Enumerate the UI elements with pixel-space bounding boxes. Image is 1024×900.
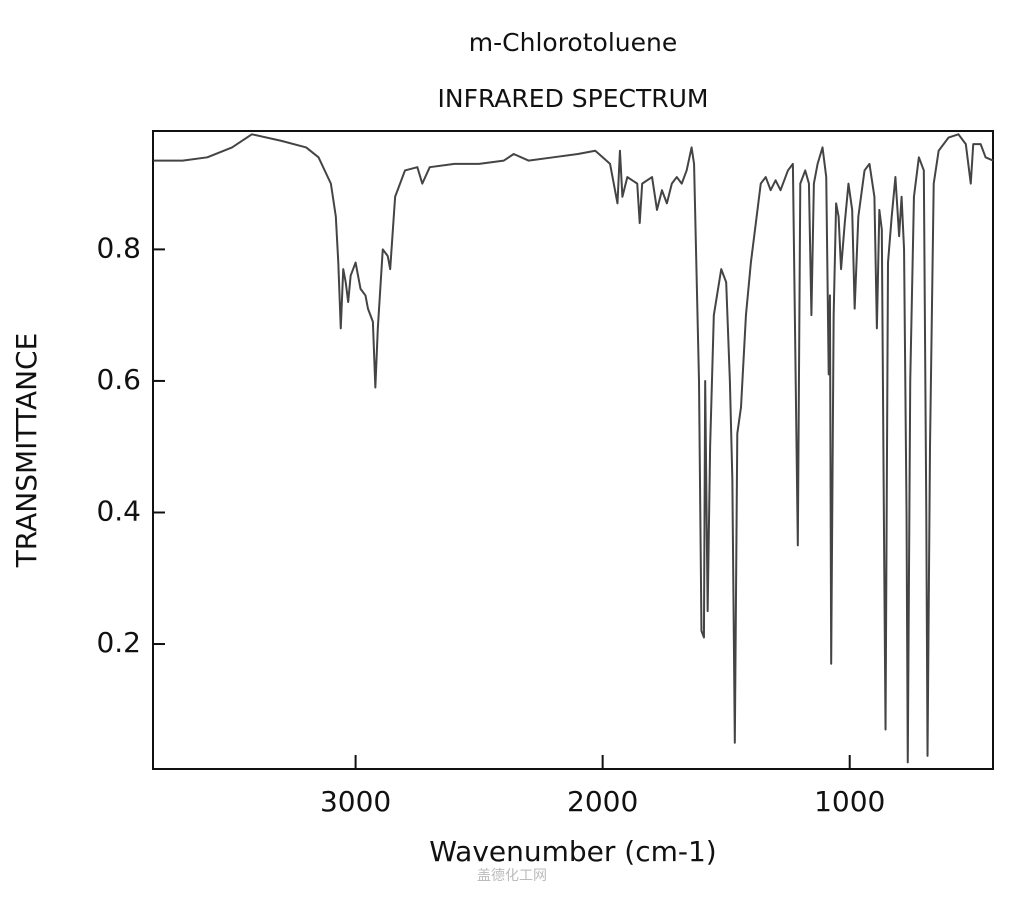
y-tick-label: 0.8 bbox=[96, 231, 141, 264]
y-axis-label: TRANSMITTANCE bbox=[10, 333, 43, 569]
y-tick-label: 0.6 bbox=[96, 363, 141, 396]
x-tick-label: 3000 bbox=[320, 785, 391, 818]
watermark: 盖德化工网 bbox=[477, 868, 547, 884]
x-tick-label: 1000 bbox=[814, 785, 885, 818]
chart-subtitle: INFRARED SPECTRUM bbox=[438, 84, 709, 113]
plot-frame bbox=[152, 130, 994, 770]
y-tick-label: 0.2 bbox=[96, 626, 141, 659]
x-tick-label: 2000 bbox=[567, 785, 638, 818]
chart-title: m-Chlorotoluene bbox=[469, 28, 677, 57]
y-tick-label: 0.4 bbox=[96, 494, 141, 527]
spectrum-line bbox=[153, 133, 994, 764]
x-axis-label: Wavenumber (cm-1) bbox=[429, 835, 716, 868]
